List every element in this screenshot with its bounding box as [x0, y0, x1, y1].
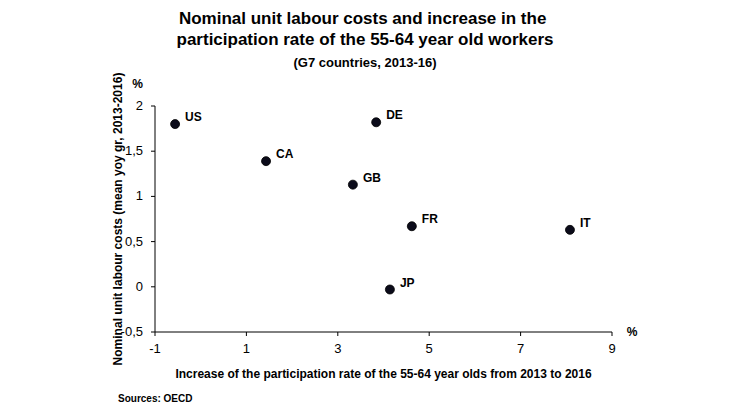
point — [262, 157, 271, 166]
x-tick-label: 5 — [426, 341, 433, 356]
point — [348, 180, 357, 189]
source: Sources: OECD — [118, 393, 192, 404]
y-unit: % — [132, 77, 143, 91]
chart: Nominal unit labour costs and increase i… — [0, 0, 730, 410]
y-axis-label: Nominal unit labour costs (mean yoy gr, … — [111, 73, 125, 366]
point-label: DE — [386, 108, 403, 122]
y-tick — [151, 106, 155, 107]
x-unit: % — [627, 325, 638, 339]
point-label: IT — [580, 216, 591, 230]
point-label: GB — [363, 171, 381, 185]
y-tick — [151, 151, 155, 152]
x-axis — [155, 332, 612, 333]
x-tick-label: -1 — [149, 341, 161, 356]
subtitle: (G7 countries, 2013-16) — [293, 55, 436, 70]
point — [171, 120, 180, 129]
point — [372, 118, 381, 127]
x-tick — [246, 332, 247, 336]
y-tick-label: 2 — [136, 98, 143, 113]
y-axis — [155, 106, 156, 332]
point — [565, 225, 574, 234]
x-tick — [520, 332, 521, 336]
point-label: US — [185, 110, 202, 124]
x-axis-label: Increase of the participation rate of th… — [175, 367, 591, 381]
x-tick — [337, 332, 338, 336]
background — [0, 0, 730, 410]
title: Nominal unit labour costs and increase i… — [177, 9, 554, 49]
y-tick — [151, 286, 155, 287]
title-line: participation rate of the 55-64 year old… — [177, 30, 554, 49]
point — [407, 222, 416, 231]
points — [171, 118, 575, 294]
point-label: FR — [422, 212, 438, 226]
x-tick-label: 1 — [243, 341, 250, 356]
y-tick-label: 0,5 — [125, 234, 143, 249]
y-tick-label: 1 — [136, 188, 143, 203]
x-tick — [155, 332, 156, 336]
y-tick — [151, 241, 155, 242]
x-tick-label: 9 — [608, 341, 615, 356]
y-tick-label: 1,5 — [125, 143, 143, 158]
y-tick — [151, 196, 155, 197]
point-label: CA — [276, 147, 294, 161]
point — [385, 285, 394, 294]
x-tick-label: 7 — [517, 341, 524, 356]
title-line: Nominal unit labour costs and increase i… — [179, 9, 551, 28]
x-tick — [612, 332, 613, 336]
x-tick-label: 3 — [334, 341, 341, 356]
x-tick — [429, 332, 430, 336]
y-tick-label: 0 — [136, 279, 143, 294]
point-label: JP — [400, 276, 415, 290]
y-tick — [151, 332, 155, 333]
